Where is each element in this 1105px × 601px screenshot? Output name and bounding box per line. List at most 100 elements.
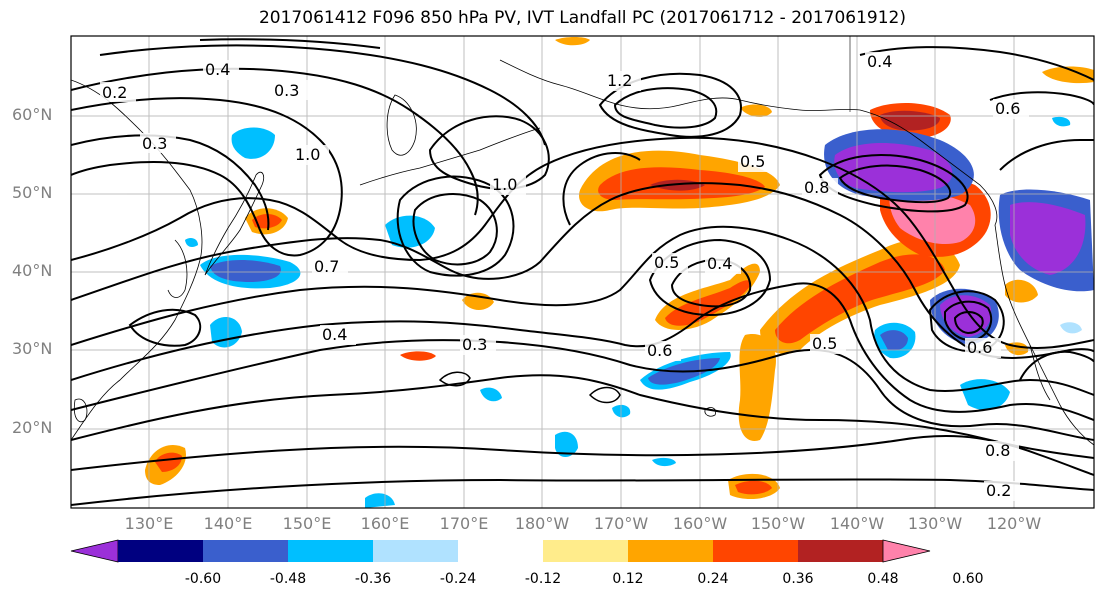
contour-line (989, 91, 1094, 106)
coastlines (71, 36, 1094, 446)
colorbar-tick-label: 0.48 (867, 571, 899, 587)
lat-label-40n: 40°N (12, 261, 53, 280)
lon-label-140w: 140°W (829, 514, 885, 533)
contour-label-0-6: 0.6 (995, 99, 1020, 118)
colorbar-swatch (543, 540, 628, 562)
lon-label-150e: 150°E (282, 514, 332, 533)
anomaly-blob (889, 191, 976, 245)
contour-line (412, 193, 498, 266)
contour-label-0-5: 0.5 (654, 253, 679, 272)
colorbar-extend-max (882, 539, 931, 563)
coastline-asia (71, 79, 203, 441)
contour-line (438, 371, 471, 387)
contour-label-1-0: 1.0 (295, 145, 320, 164)
contour-line (71, 97, 343, 257)
lat-label-60n: 60°N (12, 105, 53, 124)
anomaly-blob (400, 351, 436, 361)
contour-label-0-4: 0.4 (322, 325, 347, 344)
contour-line (71, 282, 1094, 421)
anomaly-blob (1010, 202, 1086, 275)
anomaly-blob (1042, 66, 1094, 84)
contour-line (562, 152, 641, 226)
contour-line (396, 175, 515, 277)
lat-label-20n: 20°N (12, 418, 53, 437)
contour-line (71, 374, 1094, 459)
contour-line (99, 44, 546, 146)
contour-label-0-4: 0.4 (707, 254, 732, 273)
anomaly-blob (738, 334, 776, 441)
lon-label-140e: 140°E (203, 514, 253, 533)
coastline-korea (167, 239, 188, 298)
contour-line (944, 300, 993, 342)
contour-label-0-6: 0.6 (967, 338, 992, 357)
colorbar (70, 539, 931, 563)
contour-line (598, 72, 742, 138)
contour-line (71, 225, 1094, 396)
contour-line (648, 238, 772, 317)
anomaly-blob (555, 37, 590, 46)
contour-label-0-8: 0.8 (985, 441, 1010, 460)
contour-line (71, 134, 270, 231)
contour-line (859, 46, 1094, 81)
coastline-philippines (73, 398, 88, 423)
colorbar-extend-min (70, 539, 119, 563)
contour-line (199, 38, 381, 49)
coastline-alaska (499, 59, 998, 226)
anomaly-blob (555, 431, 578, 457)
contour-label-0-3: 0.3 (142, 134, 167, 153)
contour-label-1-0: 1.0 (492, 175, 517, 194)
anomaly-blob (1052, 116, 1071, 127)
anomaly-blob (775, 254, 945, 344)
anomaly-blob (740, 104, 772, 117)
anomaly-blob (231, 127, 275, 159)
contour-label-0-5: 0.5 (740, 152, 765, 171)
contour-line (428, 115, 550, 190)
lon-label-170e: 170°E (439, 514, 489, 533)
contour-labels: 0.2 0.3 0.3 0.3 0.4 0.4 0.4 0.4 0.5 0.5 (100, 52, 1029, 501)
colorbar-swatch (373, 540, 458, 562)
colorbar-tick-label: -0.12 (524, 571, 562, 587)
colorbar-tick-label: 0.24 (697, 571, 729, 587)
colorbar-swatch (203, 540, 288, 562)
colorbar-swatch (713, 540, 798, 562)
contour-label-0-7: 0.7 (314, 257, 339, 276)
contour-line (128, 308, 202, 347)
anomaly-blob (252, 214, 282, 229)
colorbar-tick-label: 0.12 (612, 571, 644, 587)
contour-line (71, 339, 1094, 441)
contour-line (838, 164, 952, 204)
lon-label-120w: 120°W (986, 514, 1042, 533)
coastline-aleutians (359, 127, 541, 186)
anomaly-blob (665, 280, 751, 326)
colorbar-tick-label: 0.60 (952, 571, 984, 587)
contour-label-0-2: 0.2 (986, 481, 1011, 500)
colorbar-tick-label: -0.48 (269, 571, 307, 587)
anomaly-blob (155, 452, 182, 472)
contour-line (670, 258, 752, 308)
contour-label-0-4: 0.4 (205, 60, 230, 79)
anomaly-blob (365, 493, 395, 508)
contour-line (928, 290, 1005, 353)
lat-label-30n: 30°N (12, 339, 53, 358)
contour-label-0-2: 0.2 (102, 83, 127, 102)
contour-label-1-2: 1.2 (607, 71, 632, 90)
contour-line (71, 136, 1094, 349)
colorbar-swatch (458, 540, 543, 562)
pv-contours (71, 38, 1094, 506)
colorbar-swatch (628, 540, 713, 562)
lon-label-150w: 150°W (750, 514, 806, 533)
coastline-hawaii (704, 407, 717, 417)
colorbar-tick-label: -0.60 (184, 571, 222, 587)
anomaly-blob (880, 330, 908, 351)
coastline-baja (1029, 344, 1051, 401)
map-frame (70, 35, 1095, 509)
lon-label-160e: 160°E (360, 514, 410, 533)
colorbar-swatch (288, 540, 373, 562)
anomaly-blob (480, 387, 502, 402)
lon-label-160w: 160°W (672, 514, 728, 533)
contour-line (71, 435, 1094, 476)
lon-label-130e: 130°E (124, 514, 174, 533)
lon-label-170w: 170°W (593, 514, 649, 533)
